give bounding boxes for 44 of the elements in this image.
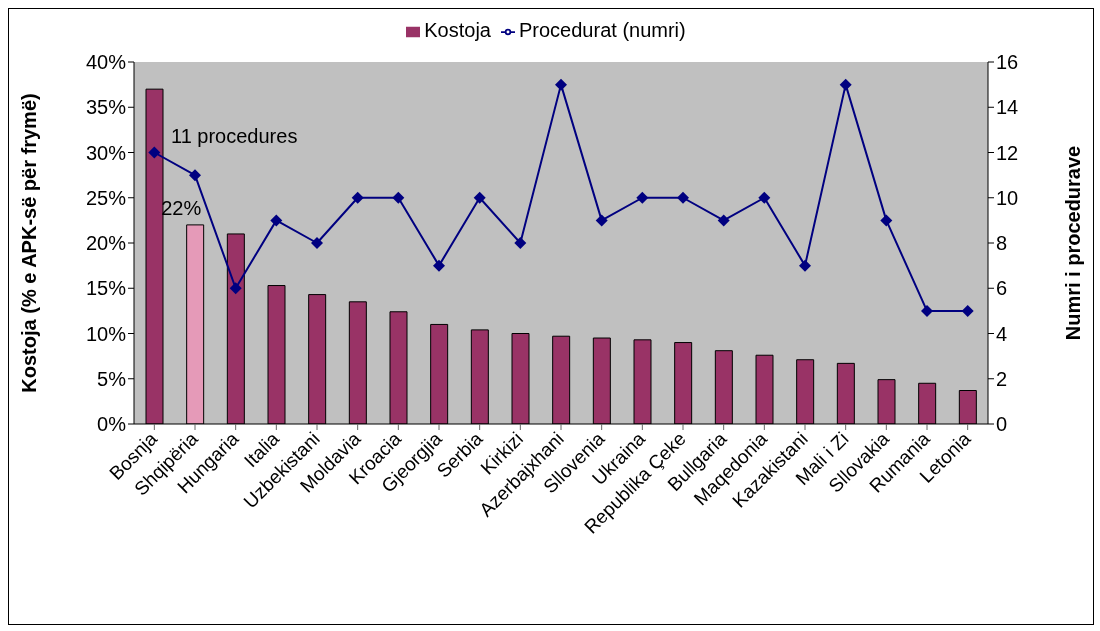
y-tick-label: 20% [85, 232, 127, 255]
y-axis-title: Kostoja (% e APK-së për frymë) [18, 93, 41, 393]
y2-tick-label: 2 [996, 367, 1008, 390]
y-tick-label: 40% [85, 51, 127, 74]
point [799, 259, 811, 272]
y2-tick-label: 4 [996, 322, 1008, 345]
y2-tick-label: 10 [996, 186, 1019, 209]
point [636, 191, 649, 204]
point [351, 191, 364, 204]
point [229, 282, 242, 295]
y-tick-label: 0% [97, 413, 127, 436]
y2-axis-title: Numri i procedurave [1062, 145, 1085, 341]
y2-tick-label: 12 [996, 141, 1019, 164]
y-tick-label: 35% [85, 96, 127, 119]
point [717, 214, 730, 227]
y-tick-label: 30% [85, 141, 127, 164]
legend-label: Procedurat (numri) [519, 19, 686, 41]
point [311, 237, 323, 249]
data-label: 11 procedures [171, 125, 298, 148]
point [433, 259, 445, 272]
point [148, 146, 161, 159]
y-tick-label: 15% [85, 277, 127, 300]
y-tick-label: 5% [97, 367, 127, 390]
y2-tick-label: 14 [996, 96, 1019, 119]
y-tick-label: 10% [85, 322, 127, 345]
y2-tick-label: 0 [996, 413, 1008, 436]
point [921, 304, 933, 317]
y2-tick-label: 8 [996, 232, 1008, 255]
legend-label: Kostoja [424, 19, 491, 41]
point [555, 78, 567, 91]
point [595, 214, 608, 227]
point [880, 214, 893, 227]
point [189, 169, 201, 182]
y-tick-label: 25% [85, 186, 127, 209]
point [839, 78, 852, 91]
point [514, 237, 527, 249]
point [677, 191, 689, 204]
y2-tick-label: 6 [996, 277, 1008, 300]
point [392, 191, 405, 204]
point [270, 214, 283, 227]
point [758, 191, 771, 204]
point [473, 191, 486, 204]
point [961, 304, 974, 317]
y2-tick-label: 16 [996, 51, 1019, 74]
